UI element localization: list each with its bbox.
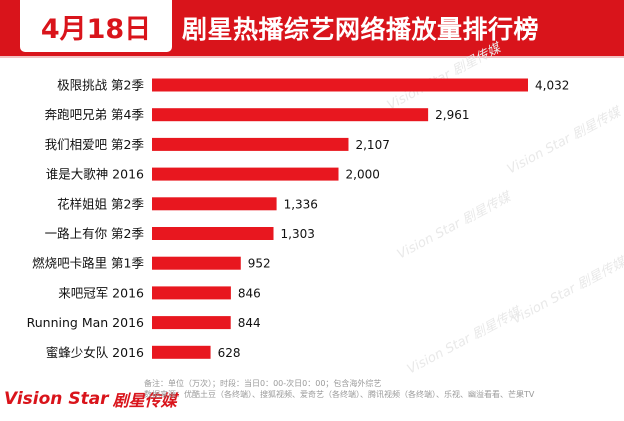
date-badge: 4月18日 bbox=[20, 0, 172, 52]
category-label: 来吧冠军 2016 bbox=[58, 285, 144, 300]
bar bbox=[152, 197, 277, 211]
value-label: 1,303 bbox=[281, 227, 315, 241]
brand-logo-cn: 剧星传媒 bbox=[112, 391, 177, 410]
bar bbox=[152, 286, 231, 300]
bar bbox=[152, 137, 349, 151]
footer-notes: 备注：单位（万次）；时段：当日0：00-次日0：00；包含海外综艺 数据来源：优… bbox=[144, 378, 620, 400]
chart-title: 剧星热播综艺网络播放量排行榜 bbox=[182, 15, 540, 44]
category-label: Running Man 2016 bbox=[27, 315, 144, 330]
value-label: 2,961 bbox=[435, 108, 469, 122]
value-label: 4,032 bbox=[535, 79, 569, 93]
category-label: 花样姐姐 第2季 bbox=[57, 196, 144, 211]
footer-note-unit: 备注：单位（万次）；时段：当日0：00-次日0：00；包含海外综艺 bbox=[144, 379, 382, 388]
category-label: 蜜蜂少女队 2016 bbox=[46, 345, 144, 360]
category-label: 谁是大歌神 2016 bbox=[46, 167, 144, 182]
bar bbox=[152, 227, 274, 240]
footer-note-source: 数据来源：优酷土豆（各终端）、搜狐视频、爱奇艺（各终端）、腾讯视频（各终端）、乐… bbox=[144, 390, 535, 399]
brand-logo-text: Vision Star bbox=[4, 389, 109, 409]
title-banner: 4月18日 剧星热播综艺网络播放量排行榜 bbox=[0, 0, 624, 56]
bar bbox=[152, 167, 339, 181]
category-label: 奔跑吧兄弟 第4季 bbox=[45, 107, 145, 122]
bar bbox=[152, 256, 241, 270]
value-label: 952 bbox=[248, 257, 271, 271]
category-label: 我们相爱吧 第2季 bbox=[45, 137, 145, 152]
category-label: 一路上有你 第2季 bbox=[45, 226, 145, 241]
bar-chart: 极限挑战 第2季 4,032 奔跑吧兄弟 第4季 2,961 我们相爱吧 第2季 2,10… bbox=[27, 78, 570, 360]
bars-group: 极限挑战 第2季 4,032 奔跑吧兄弟 第4季 2,961 我们相爱吧 第2季 2,10… bbox=[27, 78, 570, 360]
category-label: 极限挑战 第2季 bbox=[57, 78, 144, 93]
bar bbox=[152, 316, 231, 330]
bar bbox=[152, 108, 429, 122]
value-label: 628 bbox=[218, 346, 241, 360]
category-label: 燃烧吧卡路里 第1季 bbox=[32, 256, 144, 271]
brand-logo: Vision Star 剧星传媒 bbox=[4, 384, 177, 414]
bar bbox=[152, 78, 528, 92]
banner-divider bbox=[0, 56, 624, 58]
value-label: 2,000 bbox=[346, 168, 380, 182]
value-label: 846 bbox=[238, 286, 261, 300]
value-label: 1,336 bbox=[284, 197, 318, 211]
bar bbox=[152, 345, 211, 359]
value-label: 844 bbox=[238, 316, 261, 330]
value-label: 2,107 bbox=[355, 138, 389, 152]
